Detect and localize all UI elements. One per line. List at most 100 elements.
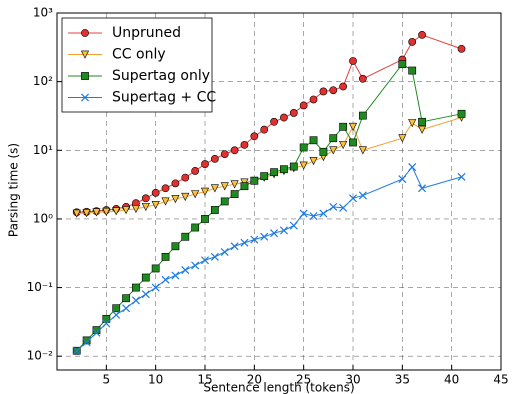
x-tick-label: 15 [197, 373, 212, 387]
marker [309, 136, 318, 145]
y-tick-label: 10⁰ [33, 211, 53, 225]
marker [191, 167, 200, 175]
marker [349, 138, 357, 147]
x-tick-label: 20 [247, 373, 262, 387]
series-line [76, 34, 462, 213]
marker [181, 266, 190, 275]
x-tick-label: 45 [493, 373, 508, 387]
marker [319, 87, 328, 96]
marker [122, 294, 130, 303]
marker [200, 187, 210, 196]
marker [181, 173, 190, 182]
marker [112, 304, 121, 313]
series-line [76, 117, 462, 214]
legend-marker [80, 93, 90, 102]
marker [319, 147, 328, 156]
marker [92, 326, 101, 335]
marker [220, 197, 229, 206]
marker [457, 44, 466, 53]
marker [230, 190, 239, 199]
marker [122, 304, 131, 313]
marker [329, 146, 338, 155]
marker [408, 37, 417, 46]
marker [92, 328, 101, 337]
marker [348, 122, 358, 132]
marker [151, 188, 160, 197]
marker [408, 163, 417, 172]
y-tick-label: 10² [33, 74, 53, 88]
series [72, 113, 466, 218]
series [72, 163, 466, 355]
x-tick-label: 30 [345, 373, 360, 387]
marker [289, 221, 298, 230]
marker [418, 184, 427, 193]
marker [250, 235, 259, 244]
y-tick-label: 10¹ [33, 143, 53, 157]
marker [349, 57, 357, 65]
legend-marker [80, 50, 90, 59]
marker [230, 146, 239, 155]
marker [220, 247, 229, 257]
y-axis-label: Parsing time (s) [7, 143, 21, 237]
marker [171, 179, 180, 188]
marker [102, 319, 111, 328]
marker [210, 252, 219, 261]
marker [210, 206, 219, 214]
marker [250, 132, 259, 141]
marker [260, 232, 269, 241]
marker [161, 275, 170, 284]
legend-label: Supertag only [112, 68, 210, 84]
legend-marker [81, 29, 89, 37]
marker [398, 60, 407, 69]
y-tick-label: 10⁻¹ [27, 280, 54, 294]
marker [82, 336, 91, 345]
marker [181, 232, 190, 241]
marker [329, 86, 338, 95]
marker [171, 271, 180, 280]
marker [418, 117, 426, 126]
marker [457, 172, 466, 181]
marker [309, 212, 318, 221]
marker [299, 101, 308, 110]
marker [289, 109, 298, 117]
marker [220, 150, 229, 159]
legend-label: Unpruned [112, 25, 181, 41]
marker [348, 194, 358, 203]
marker [210, 154, 219, 163]
marker [151, 283, 160, 292]
marker [280, 165, 288, 174]
x-tick-label: 40 [444, 373, 459, 387]
marker [250, 176, 259, 185]
marker [112, 310, 121, 319]
marker [92, 208, 101, 217]
marker [181, 192, 190, 202]
marker [220, 182, 229, 191]
marker [457, 109, 466, 118]
marker [270, 229, 279, 238]
marker [329, 134, 338, 143]
marker [121, 206, 131, 215]
marker [82, 338, 91, 347]
marker [418, 30, 426, 39]
marker [339, 140, 348, 150]
marker [339, 82, 348, 91]
x-axis-label: Sentence length (tokens) [203, 381, 354, 394]
marker [358, 146, 367, 155]
x-tick-label: 5 [103, 373, 111, 387]
marker [210, 184, 219, 193]
marker [151, 201, 160, 210]
marker [309, 157, 318, 166]
marker [289, 162, 298, 171]
marker [82, 209, 91, 218]
marker [151, 264, 160, 273]
marker [201, 215, 209, 223]
series-line [76, 63, 462, 352]
marker [131, 205, 141, 214]
marker [299, 209, 308, 218]
marker [260, 125, 269, 134]
marker [201, 160, 209, 168]
marker [141, 194, 150, 203]
marker [240, 238, 249, 247]
marker [141, 290, 150, 299]
